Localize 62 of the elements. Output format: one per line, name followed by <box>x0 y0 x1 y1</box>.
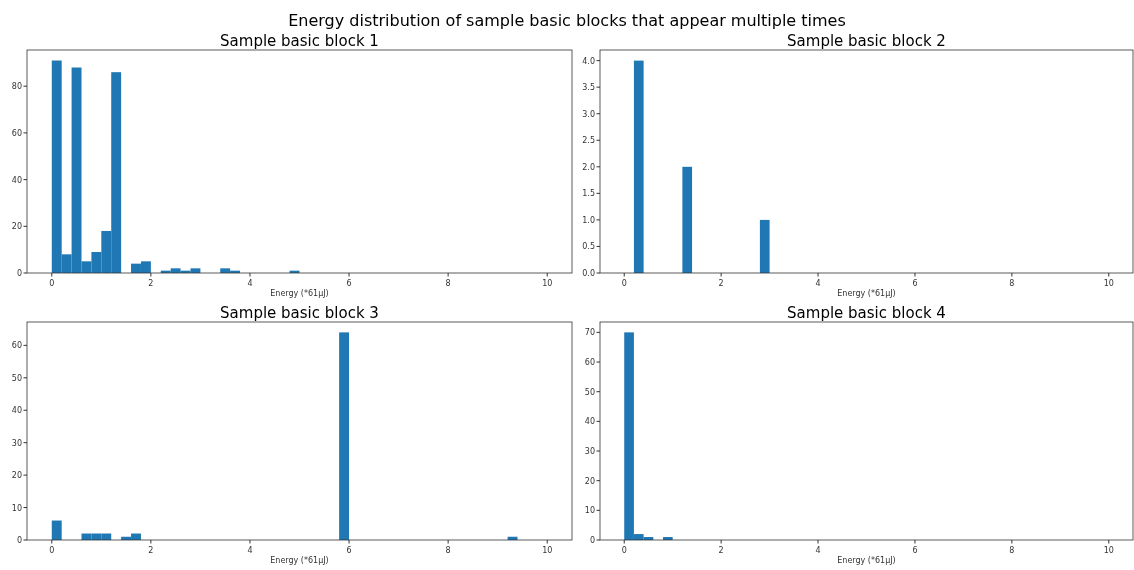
y-tick-label: 40 <box>584 417 595 427</box>
y-tick-label: 0 <box>16 269 22 278</box>
y-tick-label: 60 <box>11 128 22 138</box>
x-tick-label: 4 <box>815 279 821 288</box>
y-tick-label: 2.0 <box>582 162 595 172</box>
y-tick-label: 10 <box>584 506 595 516</box>
y-tick-label: 1.5 <box>582 189 595 199</box>
y-tick-label: 0.0 <box>582 269 595 278</box>
y-tick-label: 20 <box>11 471 22 481</box>
x-axis-title: Energy (*61μJ) <box>837 289 896 298</box>
y-tick-label: 40 <box>11 175 22 185</box>
x-axis-title: Energy (*61μJ) <box>270 289 329 298</box>
chart-title: Sample basic block 2 <box>787 32 946 50</box>
x-tick-label: 6 <box>346 279 352 288</box>
x-tick-label: 10 <box>1103 279 1114 288</box>
y-tick-label: 3.0 <box>582 109 595 119</box>
y-tick-label: 30 <box>584 447 595 457</box>
x-tick-label: 2 <box>148 546 154 555</box>
y-tick-label: 0 <box>589 536 595 545</box>
x-tick-label: 8 <box>1009 546 1015 555</box>
x-tick-label: 4 <box>247 279 253 288</box>
y-tick-label: 0.5 <box>582 242 595 252</box>
y-tick-label: 10 <box>11 503 22 513</box>
x-tick-label: 2 <box>148 279 154 288</box>
chart-title: Sample basic block 3 <box>220 304 379 322</box>
x-tick-label: 0 <box>49 279 55 288</box>
y-tick-label: 1.0 <box>582 215 595 225</box>
x-tick-label: 6 <box>912 279 918 288</box>
y-tick-label: 2.5 <box>582 136 595 146</box>
x-tick-label: 10 <box>542 546 553 555</box>
y-tick-label: 60 <box>11 341 22 351</box>
chart-title: Sample basic block 4 <box>787 304 946 322</box>
x-tick-label: 6 <box>346 546 352 555</box>
x-tick-label: 0 <box>49 546 55 555</box>
y-tick-label: 80 <box>11 82 22 92</box>
y-tick-label: 40 <box>11 406 22 416</box>
text: Energy distribution of sample basic blocks that appear multiple times <box>288 11 846 30</box>
chart-title: Sample basic block 1 <box>220 32 379 50</box>
y-tick-label: 3.5 <box>582 83 595 93</box>
x-tick-label: 4 <box>815 546 821 555</box>
x-tick-label: 0 <box>621 546 627 555</box>
x-axis-title: Energy (*61μJ) <box>270 556 329 565</box>
y-tick-label: 20 <box>584 476 595 486</box>
y-tick-label: 4.0 <box>582 56 595 66</box>
y-tick-label: 20 <box>11 222 22 232</box>
y-tick-label: 0 <box>16 536 22 545</box>
y-tick-label: 30 <box>11 438 22 448</box>
x-axis-title: Energy (*61μJ) <box>837 556 896 565</box>
x-tick-label: 8 <box>1009 279 1015 288</box>
y-tick-label: 50 <box>11 373 22 383</box>
y-tick-label: 60 <box>584 358 595 368</box>
y-tick-label: 50 <box>584 387 595 397</box>
x-tick-label: 0 <box>621 279 627 288</box>
x-tick-label: 2 <box>718 279 724 288</box>
x-tick-label: 10 <box>1103 546 1114 555</box>
y-tick-label: 70 <box>584 328 595 338</box>
x-tick-label: 6 <box>912 546 918 555</box>
x-tick-label: 8 <box>445 546 451 555</box>
x-tick-label: 10 <box>542 279 553 288</box>
x-tick-label: 4 <box>247 546 253 555</box>
x-tick-label: 2 <box>718 546 724 555</box>
x-tick-label: 8 <box>445 279 451 288</box>
